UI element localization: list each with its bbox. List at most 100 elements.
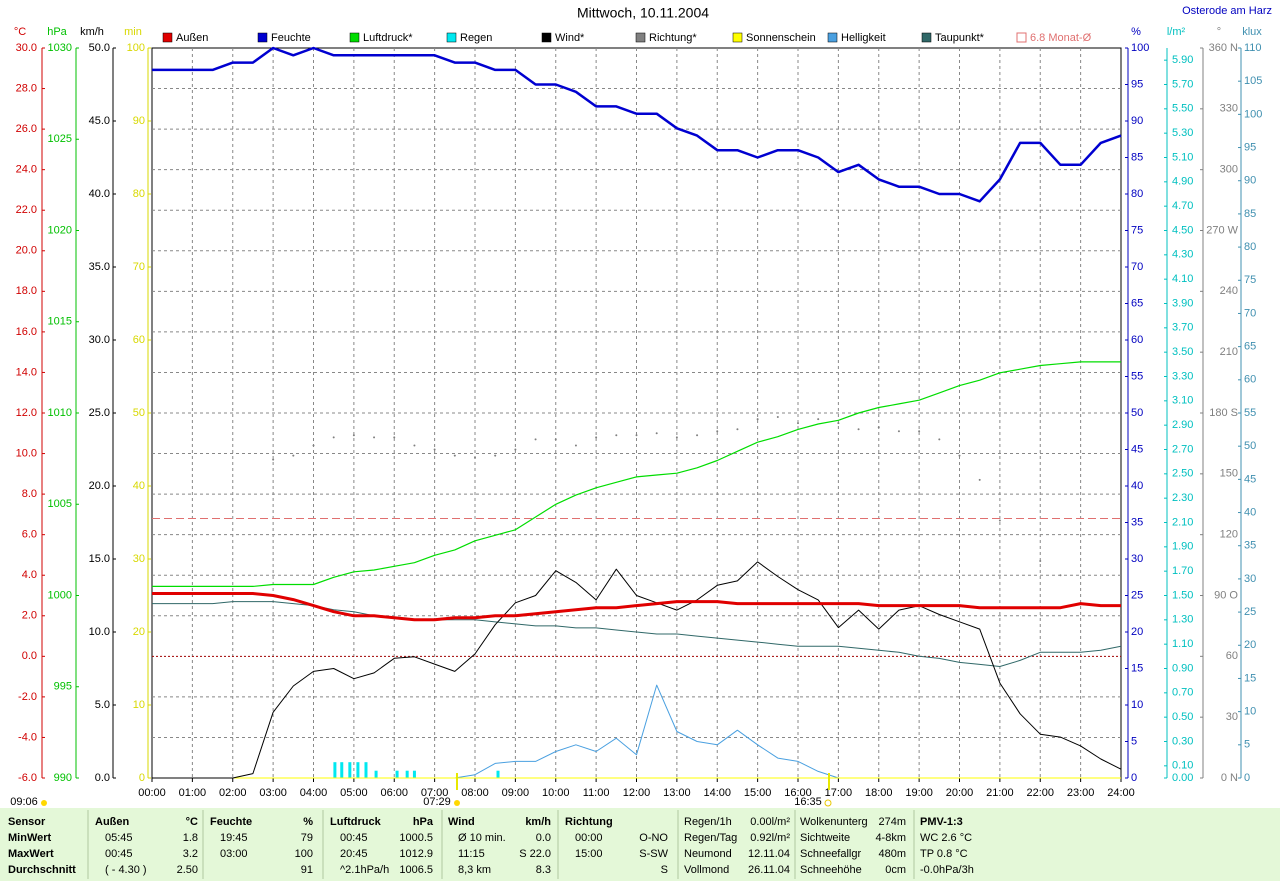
direction-dot	[675, 436, 678, 439]
y-tick-label: 360 N	[1209, 42, 1238, 54]
cell-label: 03:00	[220, 848, 248, 860]
direction-dot	[413, 444, 416, 447]
y-tick-label: 45.0	[89, 115, 110, 127]
y-tick-label: 2.30	[1172, 492, 1193, 504]
y-tick-label: 80	[1244, 241, 1256, 253]
cell-label: 00:00	[575, 832, 603, 844]
y-tick-label: 10	[133, 699, 145, 711]
y-tick-label: 75	[1244, 274, 1256, 286]
legend-label: Regen	[460, 32, 492, 44]
y-tick-label: 0 N	[1221, 772, 1238, 784]
rain-bar	[340, 762, 344, 778]
y-tick-label: 35.0	[89, 261, 110, 273]
y-tick-label: 70	[133, 261, 145, 273]
info-label: PMV-1:3	[920, 816, 963, 828]
x-tick-label: 01:00	[179, 787, 207, 799]
cell-label: 05:45	[105, 832, 133, 844]
direction-dot	[797, 422, 799, 425]
time-label: 07:29	[423, 796, 451, 808]
y-tick-label: 1.90	[1172, 541, 1193, 553]
cell-label: ^2.1hPa/h	[340, 864, 389, 876]
info-value: 0.00l/m²	[750, 816, 790, 828]
y-tick-label: 25.0	[89, 407, 110, 419]
y-tick-label: 5	[1244, 739, 1250, 751]
y-tick-label: 1010	[48, 407, 72, 419]
y-tick-label: 0.30	[1172, 735, 1193, 747]
cell-value: S	[661, 864, 668, 876]
y-tick-label: 25	[1244, 606, 1256, 618]
info-label: Schneehöhe	[800, 864, 862, 876]
cell-value: 2.50	[177, 864, 198, 876]
rain-bar	[412, 770, 416, 778]
y-tick-label: 28.0	[16, 82, 37, 94]
y-tick-label: 990	[54, 772, 72, 784]
direction-dot	[352, 434, 355, 437]
y-tick-label: 270 W	[1206, 224, 1238, 236]
series-line	[152, 592, 1121, 622]
legend-swatch	[827, 32, 838, 43]
x-tick-label: 08:00	[461, 787, 489, 799]
rain-bar	[405, 770, 409, 778]
cell-label: Ø 10 min.	[458, 832, 506, 844]
y-tick-label: 45	[1244, 473, 1256, 485]
cell-label: 8,3 km	[458, 864, 491, 876]
x-tick-label: 15:00	[744, 787, 772, 799]
y-tick-label: 95	[1244, 141, 1256, 153]
column-unit: %	[303, 816, 313, 828]
y-tick-label: 2.0	[22, 610, 37, 622]
y-tick-label: 80	[1131, 188, 1143, 200]
direction-dot	[736, 428, 739, 431]
x-tick-label: 19:00	[905, 787, 933, 799]
sun-icon	[824, 799, 832, 807]
x-tick-label: 24:00	[1107, 787, 1135, 799]
y-tick-label: 40	[133, 480, 145, 492]
legend-swatch	[349, 32, 360, 43]
y-tick-label: 2.10	[1172, 516, 1193, 528]
x-tick-label: 20:00	[946, 787, 974, 799]
y-tick-label: 0	[139, 772, 145, 784]
y-tick-label: 50	[133, 407, 145, 419]
y-tick-label: 50	[1131, 407, 1143, 419]
sun-icon	[454, 800, 460, 806]
y-tick-label: 16.0	[16, 326, 37, 338]
y-tick-label: 22.0	[16, 204, 37, 216]
direction-dot	[958, 454, 961, 457]
y-tick-label: 65	[1244, 341, 1256, 353]
y-tick-label: 75	[1131, 224, 1143, 236]
axis-unit: klux	[1242, 26, 1262, 38]
direction-dot	[514, 448, 517, 451]
legend-swatch	[1016, 32, 1027, 43]
cell-value: 1000.5	[399, 832, 433, 844]
y-tick-label: 30.0	[89, 334, 110, 346]
direction-dot	[615, 434, 618, 437]
info-value: 0cm	[885, 864, 906, 876]
y-tick-label: 26.0	[16, 123, 37, 135]
y-tick-label: 90	[133, 115, 145, 127]
info-label: WC 2.6 °C	[920, 832, 972, 844]
y-tick-label: 12.0	[16, 407, 37, 419]
x-tick-label: 22:00	[1026, 787, 1054, 799]
y-tick-label: 0.0	[22, 650, 37, 662]
y-tick-label: -6.0	[18, 772, 37, 784]
y-tick-label: 180 S	[1209, 407, 1238, 419]
info-value: 480m	[878, 848, 906, 860]
column-unit: km/h	[525, 816, 551, 828]
y-tick-label: 1.30	[1172, 614, 1193, 626]
x-tick-label: 13:00	[663, 787, 691, 799]
cell-value: 3.2	[183, 848, 198, 860]
y-tick-label: 3.90	[1172, 297, 1193, 309]
rain-bar	[333, 762, 337, 778]
legend-swatch	[921, 32, 932, 43]
cell-label: 20:45	[340, 848, 368, 860]
summary-background	[0, 808, 1280, 881]
info-label: -0.0hPa/3h	[920, 864, 974, 876]
x-tick-label: 11:00	[583, 787, 610, 799]
cell-value: 100	[295, 848, 313, 860]
y-tick-label: 100	[127, 42, 145, 54]
y-tick-label: 20	[1244, 639, 1256, 651]
column-unit: hPa	[413, 816, 434, 828]
y-tick-label: 14.0	[16, 366, 37, 378]
y-tick-label: 2.90	[1172, 419, 1193, 431]
info-label: Wolkenunterg	[800, 816, 868, 828]
y-tick-label: 40	[1131, 480, 1143, 492]
